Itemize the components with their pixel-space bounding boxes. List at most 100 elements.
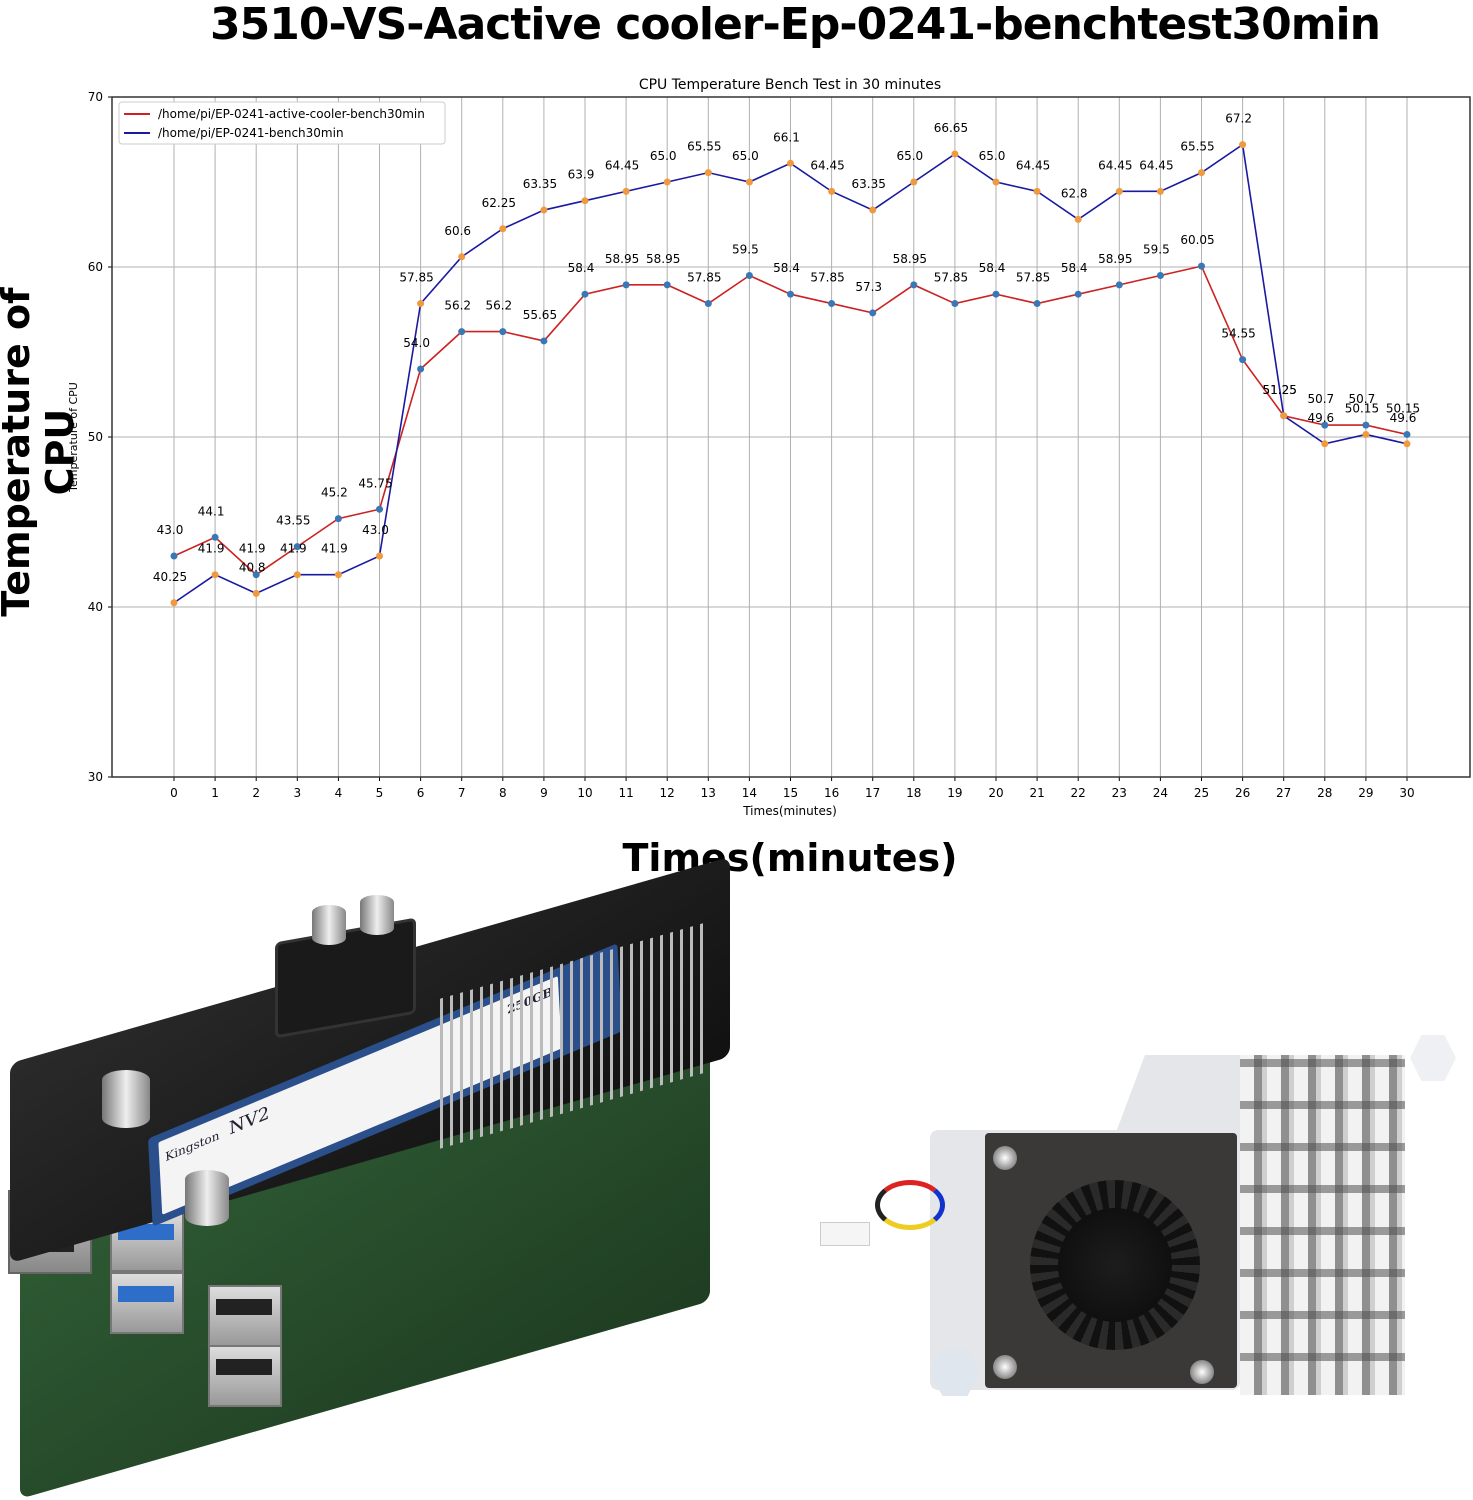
data-value-label: 54.0 xyxy=(403,336,430,350)
data-point xyxy=(417,365,425,373)
data-point xyxy=(910,281,918,289)
data-value-label: 60.6 xyxy=(444,224,471,238)
x-tick-label: 20 xyxy=(988,786,1003,800)
x-tick-label: 8 xyxy=(499,786,507,800)
x-tick-label: 18 xyxy=(906,786,921,800)
data-value-label: 65.0 xyxy=(979,149,1006,163)
data-value-label: 66.1 xyxy=(773,130,800,144)
data-point xyxy=(704,169,712,177)
data-point xyxy=(1321,421,1329,429)
data-value-label: 57.3 xyxy=(855,280,882,294)
data-labels: 43.0 44.1 41.9 43.55 45.2 45.75 54.0 56.2 56.2 55… xyxy=(153,112,1420,584)
data-point xyxy=(170,599,178,607)
chart-axes: 0 1 2 3 4 5 6 7 8 9 10 11 12 13 14 15 16 17 18 19 20 21 22 23 24… xyxy=(88,90,1471,800)
data-point xyxy=(458,328,466,336)
data-value-label: 63.35 xyxy=(523,177,557,191)
data-value-label: 45.2 xyxy=(321,486,348,500)
x-tick-label: 16 xyxy=(824,786,839,800)
data-value-label: 49.6 xyxy=(1307,411,1334,425)
x-tick-label: 7 xyxy=(458,786,466,800)
data-point xyxy=(293,543,301,551)
data-value-label: 41.9 xyxy=(280,542,307,556)
data-value-label: 43.55 xyxy=(276,514,310,528)
data-value-label: 64.45 xyxy=(605,158,639,172)
x-tick-label: 17 xyxy=(865,786,880,800)
data-value-label: 62.25 xyxy=(482,196,516,210)
data-point xyxy=(581,197,589,205)
data-point xyxy=(1198,262,1205,270)
data-value-label: 45.75 xyxy=(358,476,392,490)
chart-title: CPU Temperature Bench Test in 30 minutes xyxy=(639,77,941,93)
data-value-label: 50.7 xyxy=(1307,392,1334,406)
data-value-label: 41.9 xyxy=(321,542,348,556)
data-point xyxy=(1362,430,1370,438)
x-tick-label: 4 xyxy=(335,786,343,800)
data-point xyxy=(1115,281,1123,289)
data-value-label: 64.45 xyxy=(1098,158,1132,172)
x-tick-label: 0 xyxy=(170,786,178,800)
data-point xyxy=(622,187,630,195)
heatsink-fins xyxy=(1240,1055,1405,1395)
data-value-label: 50.15 xyxy=(1386,401,1420,415)
data-value-label: 43.0 xyxy=(157,523,184,537)
data-value-label: 63.35 xyxy=(852,177,886,191)
screw-icon xyxy=(993,1355,1017,1379)
usb3-port-bottom xyxy=(110,1272,184,1334)
data-point xyxy=(293,571,301,579)
data-value-label: 67.2 xyxy=(1225,112,1252,126)
data-point xyxy=(1033,300,1041,308)
x-tick-label: 30 xyxy=(1399,786,1414,800)
data-point xyxy=(1321,440,1329,448)
data-value-label: 60.05 xyxy=(1180,233,1214,247)
data-value-label: 57.85 xyxy=(934,271,968,285)
data-point xyxy=(663,178,671,186)
x-tick-label: 12 xyxy=(660,786,675,800)
data-point xyxy=(869,206,877,214)
data-value-label: 57.85 xyxy=(1016,271,1050,285)
data-point xyxy=(704,300,712,308)
data-value-label: 54.55 xyxy=(1221,327,1255,341)
data-point xyxy=(540,337,548,345)
data-point xyxy=(1403,430,1411,438)
x-tick-label: 13 xyxy=(701,786,716,800)
data-point xyxy=(869,309,877,317)
data-value-label: 51.25 xyxy=(1263,383,1297,397)
data-value-label: 63.9 xyxy=(568,168,595,182)
data-point xyxy=(1033,187,1041,195)
data-value-label: 58.4 xyxy=(568,261,595,275)
ssd-brand: Kingston xyxy=(164,1128,220,1165)
data-value-label: 58.95 xyxy=(605,252,639,266)
mount-pin xyxy=(1410,1035,1456,1081)
data-point xyxy=(334,515,342,523)
data-point xyxy=(499,225,507,233)
fan-hub xyxy=(1058,1208,1172,1322)
data-point xyxy=(1156,272,1164,279)
legend-label-bench: /home/pi/EP-0241-bench30min xyxy=(158,126,344,140)
data-value-label: 65.55 xyxy=(1180,140,1214,154)
x-tick-label: 1 xyxy=(211,786,219,800)
data-value-label: 59.5 xyxy=(732,243,759,257)
x-tick-label: 2 xyxy=(252,786,260,800)
capacitor xyxy=(360,895,394,935)
data-value-label: 65.55 xyxy=(687,140,721,154)
x-tick-label: 25 xyxy=(1194,786,1209,800)
data-value-label: 50.15 xyxy=(1345,401,1379,415)
capacitor xyxy=(102,1070,150,1128)
data-value-label: 41.9 xyxy=(239,542,266,556)
data-value-label: 59.5 xyxy=(1143,243,1170,257)
data-value-label: 50.7 xyxy=(1349,392,1376,406)
data-point xyxy=(1239,141,1247,149)
y-tick-label: 50 xyxy=(88,430,103,444)
data-point xyxy=(211,571,219,579)
data-value-label: 58.4 xyxy=(773,261,800,275)
data-point xyxy=(1115,187,1123,195)
x-tick-label: 19 xyxy=(947,786,962,800)
data-value-label: 49.6 xyxy=(1390,411,1417,425)
main-title: 3510-VS-Aactive cooler-Ep-0241-benchtest… xyxy=(210,0,1381,50)
fan-wire xyxy=(875,1180,945,1230)
data-point xyxy=(745,178,753,186)
data-value-label: 40.8 xyxy=(239,560,266,574)
x-axis-big-label: Times(minutes) xyxy=(622,836,958,880)
x-tick-label: 3 xyxy=(293,786,301,800)
y-tick-label: 70 xyxy=(88,90,103,104)
